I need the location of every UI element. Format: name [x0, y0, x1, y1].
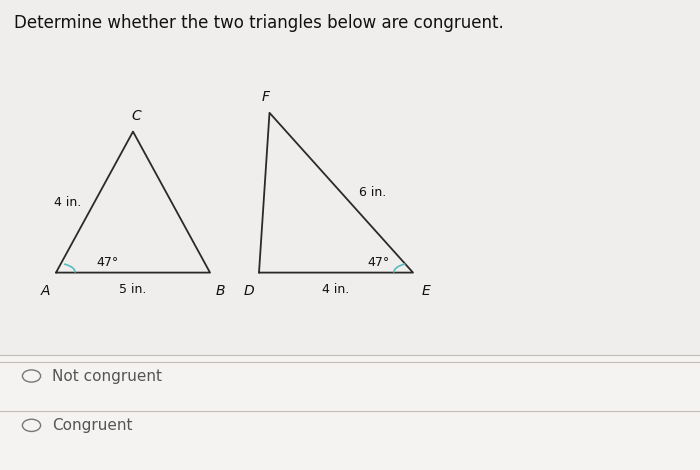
Text: 47°: 47°: [368, 256, 390, 269]
Text: Determine whether the two triangles below are congruent.: Determine whether the two triangles belo…: [14, 14, 504, 32]
Text: F: F: [262, 90, 270, 104]
Text: Not congruent: Not congruent: [52, 368, 162, 384]
Text: D: D: [243, 284, 254, 298]
Text: C: C: [132, 109, 141, 123]
Text: B: B: [216, 284, 225, 298]
Text: 4 in.: 4 in.: [323, 282, 349, 296]
Text: 5 in.: 5 in.: [119, 282, 147, 296]
Text: 4 in.: 4 in.: [55, 196, 81, 209]
Text: 6 in.: 6 in.: [359, 186, 386, 199]
Text: Congruent: Congruent: [52, 418, 133, 433]
Text: A: A: [41, 284, 50, 298]
Text: 47°: 47°: [97, 256, 119, 269]
FancyBboxPatch shape: [0, 355, 700, 470]
Text: E: E: [421, 284, 430, 298]
